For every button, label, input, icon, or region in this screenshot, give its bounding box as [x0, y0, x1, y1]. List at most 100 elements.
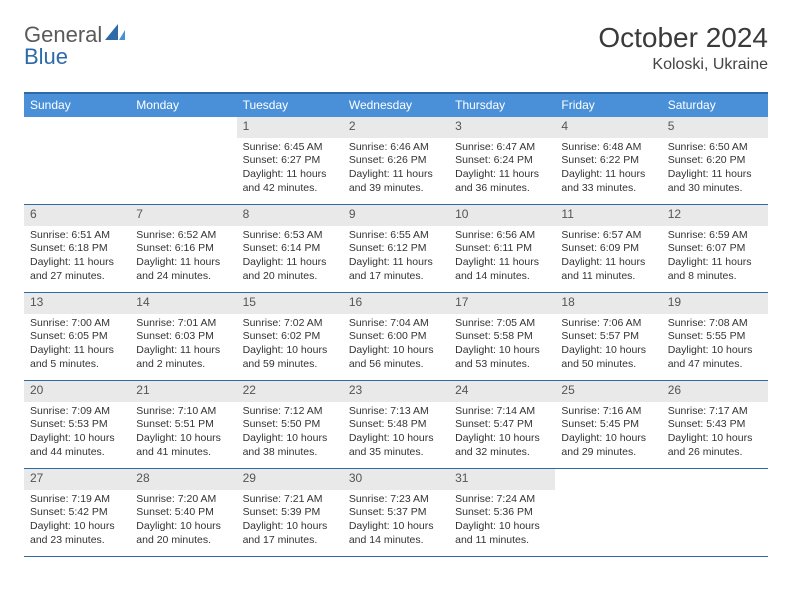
day-cell: 24Sunrise: 7:14 AMSunset: 5:47 PMDayligh… [449, 381, 555, 468]
day-number: 15 [237, 293, 343, 314]
day-cell: 28Sunrise: 7:20 AMSunset: 5:40 PMDayligh… [130, 469, 236, 556]
day-details: Sunrise: 7:00 AMSunset: 6:05 PMDaylight:… [24, 314, 130, 378]
day-number: 7 [130, 205, 236, 226]
day-cell: 11Sunrise: 6:57 AMSunset: 6:09 PMDayligh… [555, 205, 661, 292]
day-cell: 27Sunrise: 7:19 AMSunset: 5:42 PMDayligh… [24, 469, 130, 556]
day-cell: 30Sunrise: 7:23 AMSunset: 5:37 PMDayligh… [343, 469, 449, 556]
day-details: Sunrise: 7:14 AMSunset: 5:47 PMDaylight:… [449, 402, 555, 466]
day-details: Sunrise: 6:50 AMSunset: 6:20 PMDaylight:… [662, 138, 768, 202]
day-number: 28 [130, 469, 236, 490]
day-number: 30 [343, 469, 449, 490]
dow-tuesday: Tuesday [237, 94, 343, 117]
page-header: General October 2024 Koloski, Ukraine [24, 22, 768, 74]
day-details: Sunrise: 6:46 AMSunset: 6:26 PMDaylight:… [343, 138, 449, 202]
day-number: 25 [555, 381, 661, 402]
day-cell: 31Sunrise: 7:24 AMSunset: 5:36 PMDayligh… [449, 469, 555, 556]
day-details: Sunrise: 7:13 AMSunset: 5:48 PMDaylight:… [343, 402, 449, 466]
day-cell: 1Sunrise: 6:45 AMSunset: 6:27 PMDaylight… [237, 117, 343, 204]
day-details: Sunrise: 6:57 AMSunset: 6:09 PMDaylight:… [555, 226, 661, 290]
week-row: 1Sunrise: 6:45 AMSunset: 6:27 PMDaylight… [24, 117, 768, 205]
day-details: Sunrise: 6:55 AMSunset: 6:12 PMDaylight:… [343, 226, 449, 290]
day-cell: 8Sunrise: 6:53 AMSunset: 6:14 PMDaylight… [237, 205, 343, 292]
day-details: Sunrise: 6:59 AMSunset: 6:07 PMDaylight:… [662, 226, 768, 290]
day-details: Sunrise: 6:48 AMSunset: 6:22 PMDaylight:… [555, 138, 661, 202]
month-title: October 2024 [598, 22, 768, 54]
day-details: Sunrise: 7:06 AMSunset: 5:57 PMDaylight:… [555, 314, 661, 378]
logo-text-2: Blue [24, 44, 68, 70]
day-number: 2 [343, 117, 449, 138]
day-number: 14 [130, 293, 236, 314]
day-cell: 15Sunrise: 7:02 AMSunset: 6:02 PMDayligh… [237, 293, 343, 380]
week-row: 20Sunrise: 7:09 AMSunset: 5:53 PMDayligh… [24, 381, 768, 469]
dow-wednesday: Wednesday [343, 94, 449, 117]
weeks-container: 1Sunrise: 6:45 AMSunset: 6:27 PMDaylight… [24, 117, 768, 557]
calendar-page: General October 2024 Koloski, Ukraine Bl… [0, 0, 792, 557]
empty-cell [662, 469, 768, 556]
day-number: 21 [130, 381, 236, 402]
day-details: Sunrise: 7:01 AMSunset: 6:03 PMDaylight:… [130, 314, 236, 378]
day-cell: 26Sunrise: 7:17 AMSunset: 5:43 PMDayligh… [662, 381, 768, 468]
day-cell: 6Sunrise: 6:51 AMSunset: 6:18 PMDaylight… [24, 205, 130, 292]
day-cell: 19Sunrise: 7:08 AMSunset: 5:55 PMDayligh… [662, 293, 768, 380]
day-number: 9 [343, 205, 449, 226]
day-cell: 12Sunrise: 6:59 AMSunset: 6:07 PMDayligh… [662, 205, 768, 292]
day-number: 31 [449, 469, 555, 490]
day-cell: 17Sunrise: 7:05 AMSunset: 5:58 PMDayligh… [449, 293, 555, 380]
day-cell: 16Sunrise: 7:04 AMSunset: 6:00 PMDayligh… [343, 293, 449, 380]
day-of-week-header: SundayMondayTuesdayWednesdayThursdayFrid… [24, 94, 768, 117]
dow-monday: Monday [130, 94, 236, 117]
day-details: Sunrise: 7:08 AMSunset: 5:55 PMDaylight:… [662, 314, 768, 378]
day-number: 19 [662, 293, 768, 314]
day-details: Sunrise: 7:12 AMSunset: 5:50 PMDaylight:… [237, 402, 343, 466]
day-details: Sunrise: 6:52 AMSunset: 6:16 PMDaylight:… [130, 226, 236, 290]
day-cell: 9Sunrise: 6:55 AMSunset: 6:12 PMDaylight… [343, 205, 449, 292]
day-details: Sunrise: 7:20 AMSunset: 5:40 PMDaylight:… [130, 490, 236, 554]
day-details: Sunrise: 6:56 AMSunset: 6:11 PMDaylight:… [449, 226, 555, 290]
day-details: Sunrise: 6:51 AMSunset: 6:18 PMDaylight:… [24, 226, 130, 290]
day-cell: 22Sunrise: 7:12 AMSunset: 5:50 PMDayligh… [237, 381, 343, 468]
day-cell: 14Sunrise: 7:01 AMSunset: 6:03 PMDayligh… [130, 293, 236, 380]
day-number: 5 [662, 117, 768, 138]
day-number: 27 [24, 469, 130, 490]
day-number: 23 [343, 381, 449, 402]
day-details: Sunrise: 7:23 AMSunset: 5:37 PMDaylight:… [343, 490, 449, 554]
day-details: Sunrise: 7:24 AMSunset: 5:36 PMDaylight:… [449, 490, 555, 554]
day-cell: 13Sunrise: 7:00 AMSunset: 6:05 PMDayligh… [24, 293, 130, 380]
location-label: Koloski, Ukraine [598, 56, 768, 74]
day-number: 16 [343, 293, 449, 314]
day-details: Sunrise: 7:05 AMSunset: 5:58 PMDaylight:… [449, 314, 555, 378]
day-details: Sunrise: 6:47 AMSunset: 6:24 PMDaylight:… [449, 138, 555, 202]
day-details: Sunrise: 6:45 AMSunset: 6:27 PMDaylight:… [237, 138, 343, 202]
day-details: Sunrise: 7:21 AMSunset: 5:39 PMDaylight:… [237, 490, 343, 554]
day-number: 12 [662, 205, 768, 226]
day-details: Sunrise: 7:17 AMSunset: 5:43 PMDaylight:… [662, 402, 768, 466]
dow-thursday: Thursday [449, 94, 555, 117]
day-number: 8 [237, 205, 343, 226]
day-details: Sunrise: 7:04 AMSunset: 6:00 PMDaylight:… [343, 314, 449, 378]
day-details: Sunrise: 7:09 AMSunset: 5:53 PMDaylight:… [24, 402, 130, 466]
day-number: 17 [449, 293, 555, 314]
day-cell: 7Sunrise: 6:52 AMSunset: 6:16 PMDaylight… [130, 205, 236, 292]
empty-cell [555, 469, 661, 556]
calendar-grid: SundayMondayTuesdayWednesdayThursdayFrid… [24, 92, 768, 557]
day-number: 24 [449, 381, 555, 402]
day-cell: 25Sunrise: 7:16 AMSunset: 5:45 PMDayligh… [555, 381, 661, 468]
dow-saturday: Saturday [662, 94, 768, 117]
day-cell: 29Sunrise: 7:21 AMSunset: 5:39 PMDayligh… [237, 469, 343, 556]
day-number: 6 [24, 205, 130, 226]
week-row: 6Sunrise: 6:51 AMSunset: 6:18 PMDaylight… [24, 205, 768, 293]
day-number: 10 [449, 205, 555, 226]
day-details: Sunrise: 7:10 AMSunset: 5:51 PMDaylight:… [130, 402, 236, 466]
day-cell: 3Sunrise: 6:47 AMSunset: 6:24 PMDaylight… [449, 117, 555, 204]
title-block: October 2024 Koloski, Ukraine [598, 22, 768, 74]
dow-sunday: Sunday [24, 94, 130, 117]
week-row: 27Sunrise: 7:19 AMSunset: 5:42 PMDayligh… [24, 469, 768, 557]
day-cell: 2Sunrise: 6:46 AMSunset: 6:26 PMDaylight… [343, 117, 449, 204]
day-details: Sunrise: 7:16 AMSunset: 5:45 PMDaylight:… [555, 402, 661, 466]
day-details: Sunrise: 7:19 AMSunset: 5:42 PMDaylight:… [24, 490, 130, 554]
day-number: 29 [237, 469, 343, 490]
day-cell: 18Sunrise: 7:06 AMSunset: 5:57 PMDayligh… [555, 293, 661, 380]
day-number: 26 [662, 381, 768, 402]
empty-cell [130, 117, 236, 204]
day-details: Sunrise: 7:02 AMSunset: 6:02 PMDaylight:… [237, 314, 343, 378]
